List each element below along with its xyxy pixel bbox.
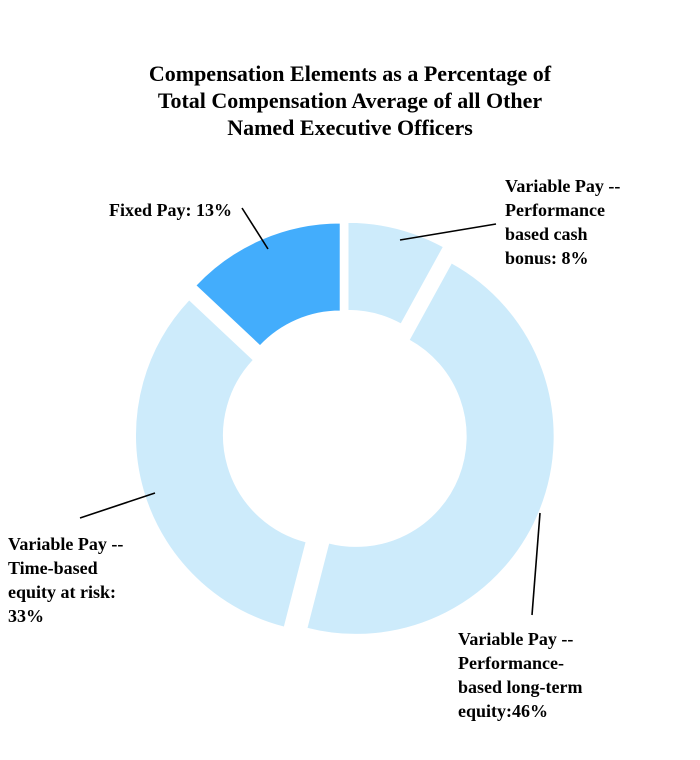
slice-label-line: Performance-: [458, 653, 564, 673]
slice-label: Variable Pay -- Performance based cash bonu…: [505, 176, 620, 268]
slice-label: Variable Pay -- Time-based equity at risk:…: [8, 534, 123, 626]
slice-label: Fixed Pay: 13%: [109, 200, 232, 220]
slice-label-line: 33%: [8, 606, 44, 626]
slice-label-line: Fixed Pay: 13%: [109, 200, 232, 220]
donut-slice: [134, 299, 307, 628]
chart-title-line: Total Compensation Average of all Other: [158, 88, 543, 113]
slice-label-line: based long-term: [458, 677, 583, 697]
slice-label-line: Variable Pay --: [458, 629, 573, 649]
chart-title-line: Compensation Elements as a Percentage of: [149, 61, 552, 86]
chart-title: Compensation Elements as a Percentage of…: [149, 61, 552, 140]
donut-slice: [195, 222, 341, 347]
leader-line: [531, 512, 541, 616]
donut-slices: [134, 221, 555, 635]
slice-label-line: bonus: 8%: [505, 248, 589, 268]
leader-line: [241, 207, 269, 250]
leader-lines: [79, 207, 541, 616]
slice-label-line: equity at risk:: [8, 582, 116, 602]
donut-slice: [306, 262, 555, 635]
donut-slice: [347, 221, 445, 325]
slice-label: Variable Pay -- Performance-based long-te…: [458, 629, 583, 721]
slice-label-line: Variable Pay --: [505, 176, 620, 196]
leader-line: [399, 223, 497, 241]
slice-label-line: Variable Pay --: [8, 534, 123, 554]
leader-line: [79, 492, 156, 519]
slice-label-line: Time-based: [8, 558, 98, 578]
slice-labels: Variable Pay -- Performance based cash bonu…: [8, 176, 620, 721]
slice-label-line: equity:46%: [458, 701, 548, 721]
chart-title-line: Named Executive Officers: [227, 115, 473, 140]
slice-label-line: Performance: [505, 200, 605, 220]
slice-label-line: based cash: [505, 224, 588, 244]
